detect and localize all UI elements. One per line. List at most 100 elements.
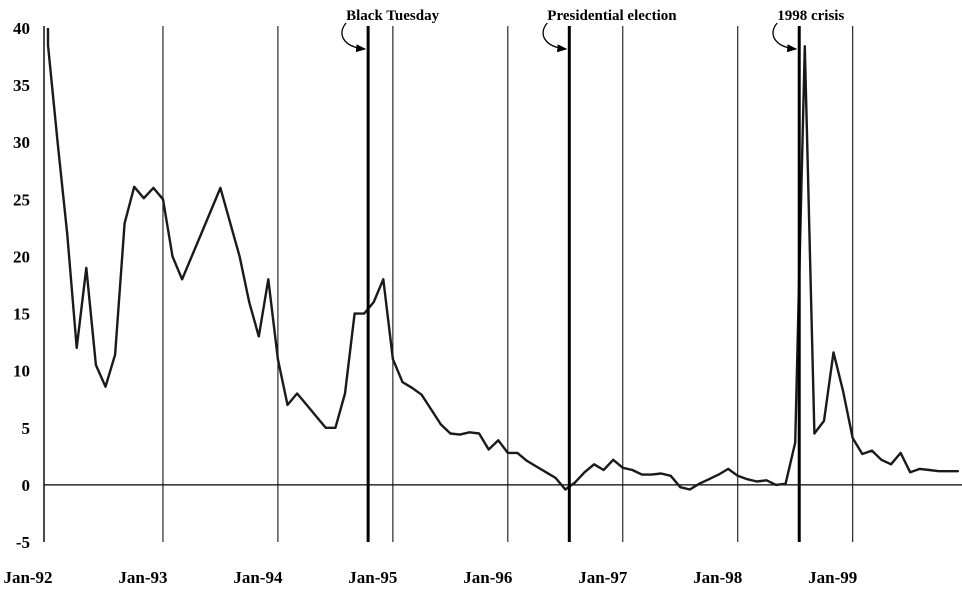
annotation-layer: Black Tuesday Presidential election 1998 c…	[341, 8, 844, 542]
data-point	[315, 415, 318, 418]
data-point	[870, 449, 873, 452]
data-point	[545, 471, 548, 474]
data-point	[717, 473, 720, 476]
data-point	[727, 467, 730, 470]
data-point	[525, 459, 528, 462]
data-point	[114, 353, 117, 356]
x-tick-label: Jan-98	[693, 568, 742, 587]
data-point	[564, 488, 567, 491]
data-point	[133, 185, 136, 188]
data-point	[698, 482, 701, 485]
data-point	[813, 432, 816, 435]
y-tick-label: -5	[16, 533, 30, 552]
y-tick-label: 40	[13, 19, 30, 38]
event-label: Presidential election	[547, 8, 677, 24]
data-point	[947, 470, 950, 473]
data-point	[602, 469, 605, 472]
series-line	[46, 28, 959, 491]
data-point	[123, 222, 126, 225]
data-point	[880, 458, 883, 461]
data-point	[497, 439, 500, 442]
tick-label-layer: Jan-92 Jan-93 Jan-94 Jan-95 Jan-96 Jan-97 Jan-…	[3, 19, 857, 587]
x-tick-label: Jan-93	[118, 568, 167, 587]
data-point	[842, 390, 845, 393]
data-point	[669, 474, 672, 477]
data-point	[161, 198, 164, 201]
event-label: 1998 crisis	[777, 8, 844, 24]
series-layer	[46, 28, 960, 491]
data-point	[47, 44, 49, 47]
data-point	[372, 301, 375, 304]
data-point	[430, 408, 433, 411]
data-point	[248, 301, 251, 304]
data-point	[755, 480, 758, 483]
axis-layer	[43, 26, 962, 542]
data-point	[909, 471, 912, 474]
y-tick-label: 5	[22, 419, 31, 438]
data-point	[401, 381, 404, 384]
data-point	[554, 477, 557, 480]
data-point	[296, 392, 299, 395]
data-point	[276, 358, 279, 361]
data-point	[660, 472, 663, 475]
data-point	[305, 403, 308, 406]
event-arrow	[542, 22, 568, 53]
data-point	[832, 351, 835, 354]
data-point	[286, 403, 289, 406]
data-point	[573, 481, 576, 484]
data-point	[324, 426, 327, 429]
data-point	[487, 448, 490, 451]
data-point	[679, 486, 682, 489]
data-point	[746, 478, 749, 481]
data-point	[593, 463, 596, 466]
data-point	[343, 392, 346, 395]
data-point	[775, 483, 778, 486]
y-tick-label: 20	[13, 247, 30, 266]
data-point	[506, 451, 509, 454]
data-point	[861, 453, 864, 456]
data-point	[583, 471, 586, 474]
data-point	[928, 469, 931, 472]
data-point	[75, 346, 78, 349]
data-point	[957, 470, 960, 473]
data-point	[621, 466, 624, 469]
data-point	[458, 433, 461, 436]
x-tick-label: Jan-94	[233, 568, 283, 587]
data-point	[391, 358, 394, 361]
data-point	[334, 426, 337, 429]
data-point	[708, 478, 711, 481]
x-tick-label: Jan-97	[578, 568, 628, 587]
data-point	[411, 386, 414, 389]
data-point	[152, 186, 155, 189]
data-point	[85, 266, 88, 269]
data-point	[803, 45, 806, 48]
data-point	[219, 186, 222, 189]
data-point	[478, 432, 481, 435]
event-label: Black Tuesday	[346, 8, 439, 24]
data-point	[784, 482, 787, 485]
x-tick-label: Jan-95	[348, 568, 397, 587]
data-point	[353, 312, 356, 315]
data-point	[238, 255, 241, 258]
event-arrow	[772, 22, 798, 53]
data-point	[650, 473, 653, 476]
y-tick-label: 25	[13, 190, 30, 209]
data-point	[56, 141, 59, 144]
data-point	[439, 423, 442, 426]
data-point	[229, 221, 232, 224]
y-tick-label: 10	[13, 362, 30, 381]
y-tick-label: 35	[13, 76, 30, 95]
data-point	[142, 197, 145, 200]
data-point	[468, 431, 471, 434]
y-tick-label: 15	[13, 305, 30, 324]
data-point	[851, 437, 854, 440]
data-point	[765, 479, 768, 482]
data-point	[267, 278, 270, 281]
data-point	[890, 463, 893, 466]
data-point	[918, 467, 921, 470]
data-point	[363, 312, 366, 315]
data-point	[794, 441, 797, 444]
x-tick-label: Jan-96	[463, 568, 512, 587]
data-point	[420, 393, 423, 396]
